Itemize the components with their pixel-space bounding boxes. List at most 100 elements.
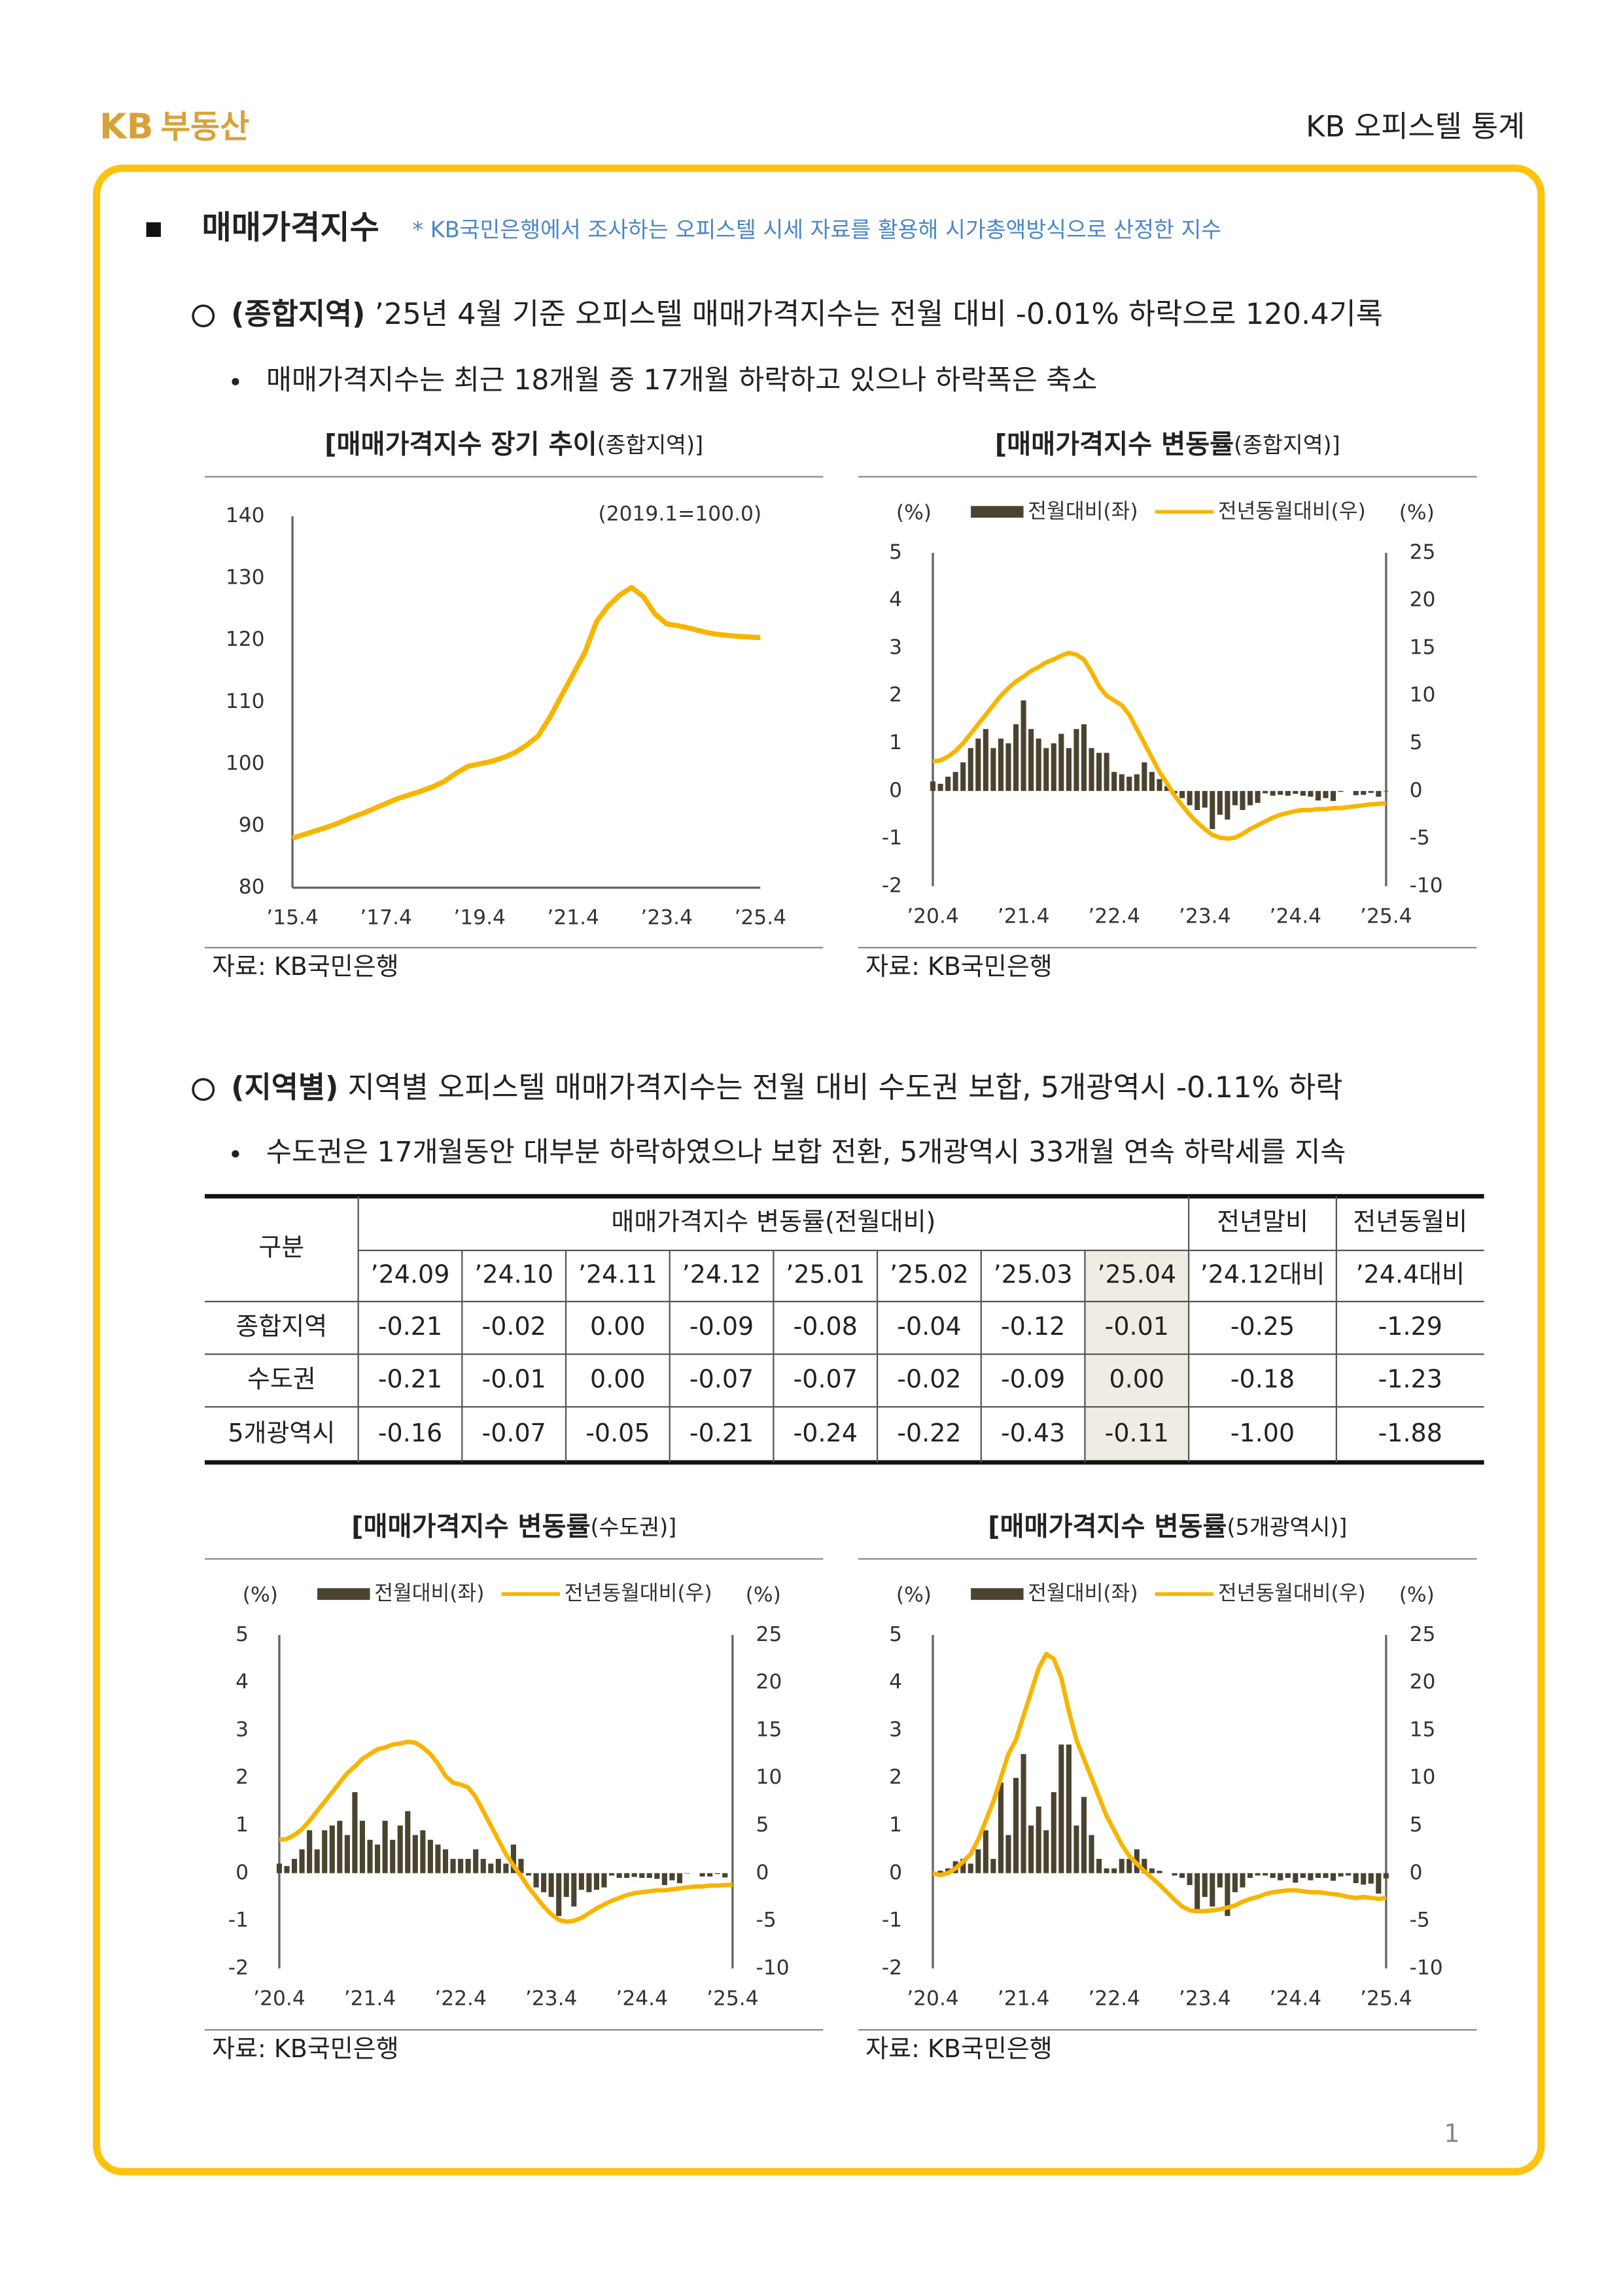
table-cell: -1.23	[1378, 1364, 1442, 1393]
table-cell: -0.21	[378, 1364, 442, 1393]
bar	[930, 781, 936, 791]
y2-tick-label: -5	[1410, 1909, 1430, 1932]
logo-kb: KB	[99, 105, 153, 147]
y-tick-label: -2	[228, 1956, 249, 1979]
bar	[1300, 1873, 1306, 1879]
chart-title-suffix: (수도권)]	[591, 1514, 677, 1540]
chart-title: [매매가격지수 변동률(5개광역시)]	[988, 1512, 1347, 1542]
y-tick-label: 100	[226, 751, 265, 775]
bar	[1005, 1835, 1011, 1873]
x-tick-label: ’21.4	[998, 1987, 1050, 2010]
y-tick-label: -1	[228, 1909, 249, 1932]
bullet-marker	[232, 378, 239, 385]
y2-tick-label: 0	[1410, 779, 1423, 802]
bar	[1315, 790, 1321, 801]
bar	[952, 771, 958, 791]
bar	[533, 1873, 539, 1888]
bar	[1210, 790, 1215, 830]
bar	[458, 1858, 464, 1873]
bar	[1073, 1825, 1079, 1873]
bar	[1270, 790, 1276, 796]
y-tick-label: -2	[882, 1956, 902, 1979]
bar	[359, 1820, 366, 1873]
y2-tick-label: 20	[1410, 1670, 1436, 1694]
bar	[1225, 1873, 1230, 1916]
bar	[1104, 752, 1109, 791]
table-column: ’25.01	[786, 1260, 865, 1289]
table-cell: -0.01	[1105, 1312, 1169, 1341]
bar	[937, 1871, 943, 1873]
bar	[1376, 1873, 1382, 1894]
bar	[1073, 729, 1079, 791]
bar	[1270, 1873, 1276, 1879]
bar	[1081, 724, 1087, 791]
y2-tick-label: -10	[1410, 874, 1443, 897]
legend-label: 전년동월대비(우)	[1218, 1581, 1366, 1605]
bar	[639, 1873, 645, 1879]
y2-tick-label: 25	[756, 1623, 782, 1646]
bar	[1111, 1868, 1117, 1873]
x-tick-label: ’17.4	[360, 906, 412, 930]
item-label: (종합지역)	[231, 297, 365, 331]
bar	[1263, 1873, 1268, 1876]
table-cell: -0.07	[794, 1364, 858, 1393]
x-tick-label: ’23.4	[525, 1987, 578, 2010]
bar	[990, 748, 996, 791]
header-title: KB 오피스텔 통계	[1306, 110, 1525, 144]
bar	[1043, 748, 1049, 791]
bar	[1021, 700, 1026, 791]
bar	[541, 1873, 547, 1892]
bar	[1142, 762, 1147, 791]
y-unit: (%)	[896, 501, 932, 524]
bar	[654, 1873, 660, 1879]
bar	[1104, 1868, 1109, 1873]
bar	[1263, 790, 1268, 794]
item-text: (지역별) 지역별 오피스텔 매매가격지수는 전월 대비 수도권 보합, 5개광…	[231, 1070, 1342, 1104]
bar	[1051, 743, 1056, 791]
chart-title: [매매가격지수 변동률(수도권)]	[351, 1512, 676, 1542]
yoy-line	[932, 650, 1387, 841]
table-cell: -1.00	[1230, 1419, 1295, 1447]
bar	[510, 1845, 516, 1873]
bar	[1096, 1858, 1102, 1873]
bar	[1187, 1873, 1193, 1885]
chart-title-suffix: (5개광역시)]	[1227, 1514, 1347, 1540]
x-tick-label: ’22.4	[1088, 1987, 1140, 2010]
x-tick-label: ’20.4	[907, 1987, 959, 2010]
y-tick-label: 4	[889, 588, 902, 612]
bar	[1179, 1873, 1185, 1879]
chart-title: [매매가격지수 장기 추이(종합지역)]	[324, 430, 703, 460]
y2-tick-label: 25	[1410, 540, 1436, 564]
item-marker	[192, 1078, 215, 1101]
legend-label: 전월대비(좌)	[374, 1581, 484, 1605]
x-tick-label: ’25.4	[707, 1987, 759, 2010]
table-column: ’24.11	[578, 1260, 657, 1289]
highlight-cell	[1085, 1250, 1189, 1463]
bar	[1195, 1873, 1200, 1911]
bar	[1308, 1873, 1314, 1881]
y2-tick-label: -5	[1410, 826, 1430, 850]
bar	[1051, 1792, 1056, 1873]
bar	[1111, 771, 1117, 791]
y-tick-label: 5	[889, 1623, 902, 1646]
bar	[571, 1873, 577, 1907]
bar	[722, 1873, 728, 1878]
bar	[1383, 1873, 1389, 1879]
bar	[1300, 790, 1306, 796]
y2-tick-label: 5	[756, 1813, 769, 1837]
bar	[1043, 1830, 1049, 1873]
bar	[1368, 790, 1374, 793]
bar	[1028, 729, 1034, 791]
bar	[480, 1858, 486, 1873]
chart-title: [매매가격지수 변동률(종합지역)]	[995, 430, 1340, 460]
table-column: ’24.09	[371, 1260, 450, 1289]
bar	[1013, 1778, 1019, 1873]
bar	[1353, 790, 1359, 796]
bar	[960, 762, 966, 791]
bar	[661, 1873, 667, 1885]
bar	[307, 1830, 313, 1873]
bar	[1278, 1873, 1283, 1881]
y-tick-label: 2	[236, 1765, 249, 1789]
bar	[375, 1845, 381, 1873]
bar	[1089, 748, 1094, 791]
